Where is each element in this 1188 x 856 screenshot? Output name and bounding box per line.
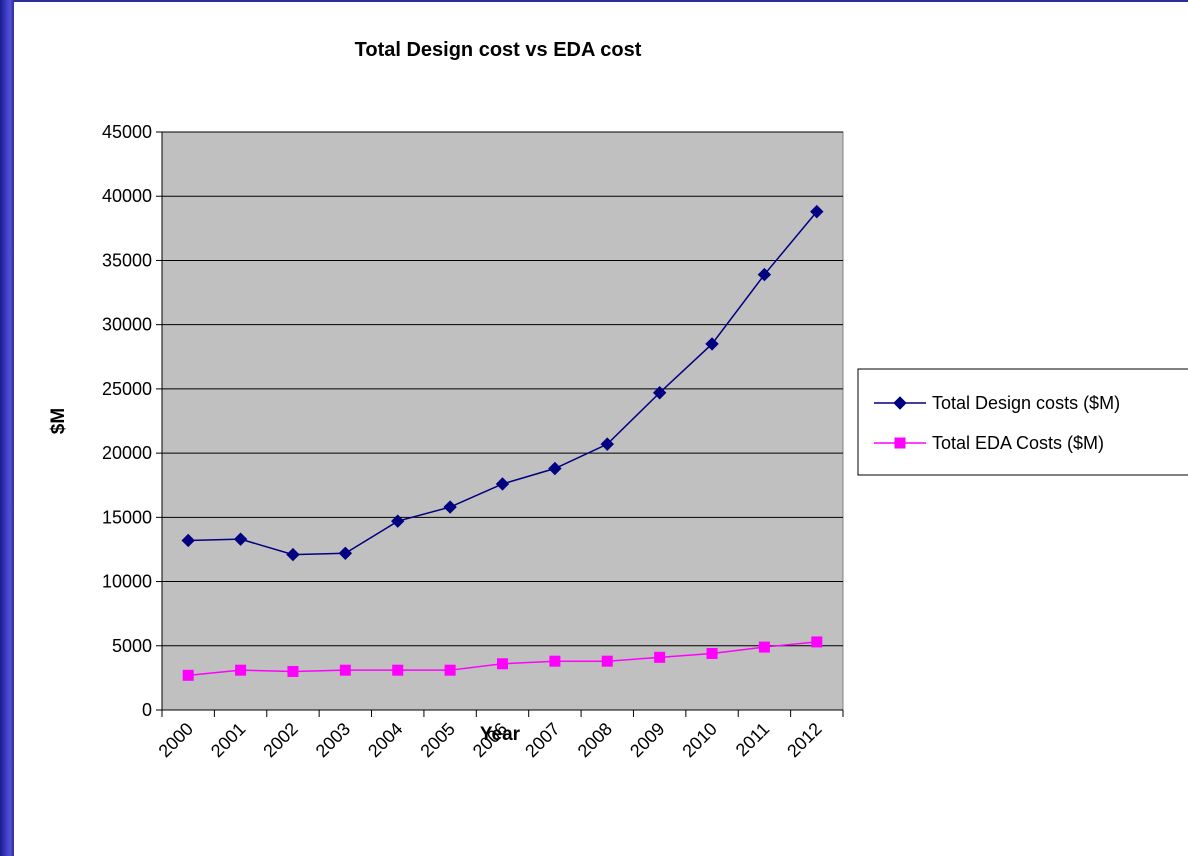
data-point-series-2 (758, 641, 770, 653)
x-tick-label: 2000 (155, 719, 197, 761)
data-point-series-1 (600, 437, 614, 451)
line-chart: Total Design cost vs EDA cost 0 5000 10000… (48, 39, 1188, 761)
x-tick-label: 2010 (678, 719, 720, 761)
x-tick-label: 2011 (732, 719, 774, 761)
y-tick-label: 5000 (112, 636, 152, 656)
legend-label-1: Total Design costs ($M) (932, 393, 1120, 413)
plot-background (161, 131, 844, 711)
y-tick-label: 35000 (102, 250, 152, 270)
x-tick-label: 2009 (626, 719, 668, 761)
data-point-series-2 (811, 636, 823, 648)
x-tick-label: 2008 (574, 719, 616, 761)
x-axis-title: Year (480, 724, 521, 745)
y-tick-label: 45000 (102, 122, 152, 142)
y-tick-label: 10000 (102, 572, 152, 592)
legend: Total Design costs ($M) Total EDA Costs (… (857, 368, 1188, 476)
x-tick-label: 2005 (416, 719, 458, 761)
legend-marker-1 (893, 396, 907, 410)
data-point-series-1 (548, 461, 562, 476)
data-point-series-1 (181, 533, 195, 548)
data-point-series-1 (495, 477, 510, 491)
legend-box (857, 368, 1188, 476)
plot-area: 0 5000 10000 15000 20000 25000 30000 35000 40000… (102, 122, 844, 761)
data-point-series-2 (444, 664, 456, 676)
chart-title: Total Design cost vs EDA cost (355, 39, 642, 61)
y-axis-title: $M (48, 408, 69, 434)
data-point-series-2 (182, 669, 194, 681)
data-point-series-2 (549, 655, 561, 667)
data-point-series-1 (338, 546, 353, 561)
data-point-series-2 (235, 664, 247, 676)
y-tick-label: 25000 (102, 379, 152, 399)
data-point-series-2 (339, 664, 351, 676)
x-tick-label: 2002 (259, 719, 301, 761)
x-tick-label: 2004 (364, 719, 406, 761)
x-tick-label: 2003 (312, 719, 354, 761)
data-point-series-2 (654, 651, 666, 663)
chart-area: Total Design cost vs EDA cost 0 5000 10000… (14, 2, 1188, 856)
y-tick-label: 0 (142, 700, 152, 720)
data-point-series-2 (601, 655, 613, 667)
data-point-series-1 (705, 337, 719, 351)
y-tick-label: 40000 (102, 186, 152, 206)
data-point-series-1 (391, 514, 405, 528)
data-point-series-1 (652, 386, 667, 400)
data-point-series-1 (443, 500, 457, 514)
data-point-series-2 (497, 658, 508, 670)
data-point-series-2 (706, 647, 718, 659)
y-tick-label: 20000 (102, 443, 152, 463)
x-tick-label: 2001 (207, 719, 249, 761)
data-point-series-1 (757, 267, 772, 282)
x-tick-label: 2012 (783, 719, 825, 761)
data-point-series-1 (233, 532, 248, 546)
data-point-series-2 (287, 665, 299, 677)
legend-label-2: Total EDA Costs ($M) (932, 433, 1104, 453)
y-tick-label: 30000 (102, 315, 152, 335)
x-tick-label: 2007 (521, 719, 563, 761)
y-tick-label: 15000 (102, 507, 152, 527)
data-point-series-2 (392, 664, 404, 676)
legend-marker-2 (894, 437, 906, 449)
data-point-series-1 (810, 204, 824, 219)
data-point-series-1 (286, 547, 300, 562)
